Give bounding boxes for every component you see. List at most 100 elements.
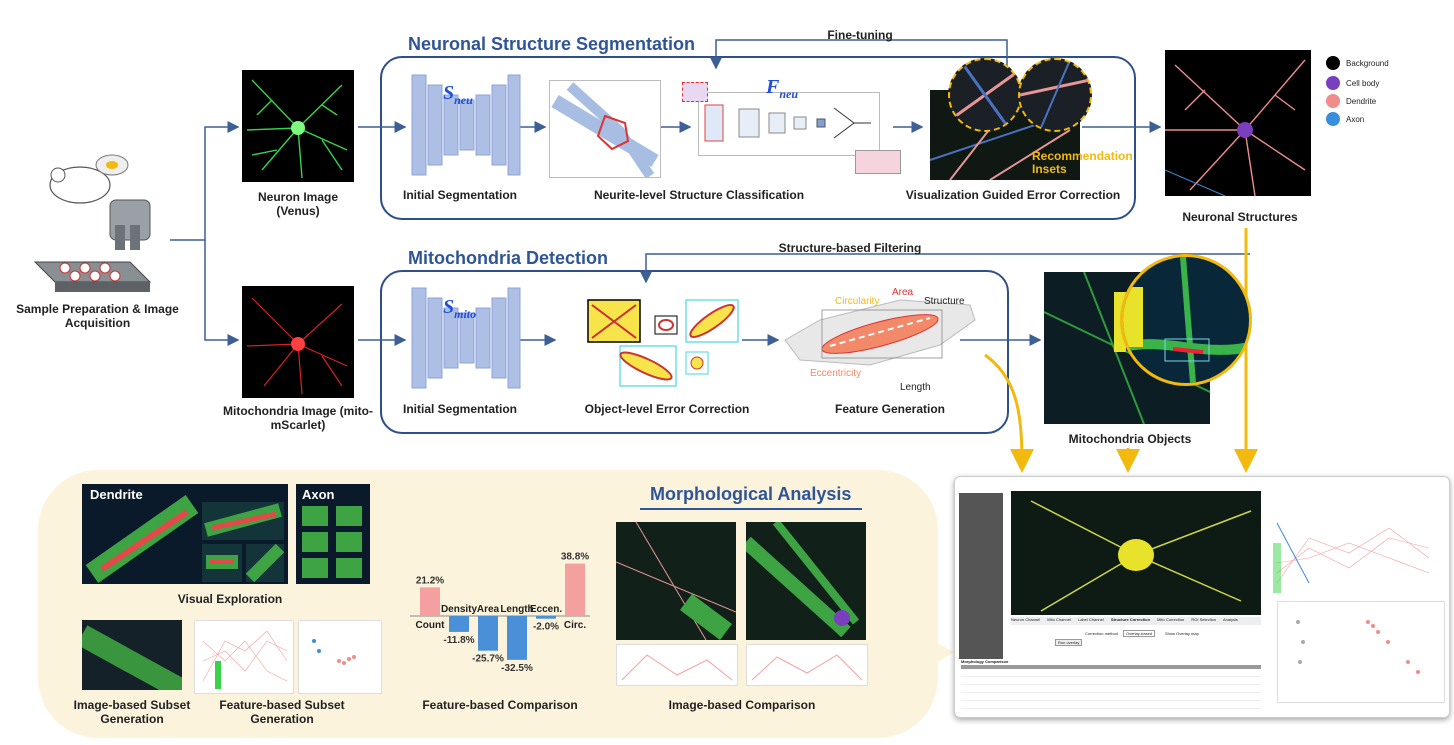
s-mito-sub: mito xyxy=(454,307,477,321)
bar-value-label: -2.0% xyxy=(533,622,559,633)
image-comparison-label: Image-based Comparison xyxy=(668,698,816,712)
correction-method-select[interactable]: Overlay-based xyxy=(1123,630,1156,637)
analysis-title-underline xyxy=(640,508,862,510)
interface-sidebar xyxy=(959,493,1003,659)
analysis-title: Morphological Analysis xyxy=(650,484,852,504)
axon-title: Axon xyxy=(302,487,335,502)
mito-image-label: Mitochondria Image (mito-mScarlet) xyxy=(223,404,373,432)
feature-subset-label: Feature-based Subset Generation xyxy=(219,698,345,726)
f-neu-symbol: Fneu xyxy=(766,76,798,102)
neurite-sample-top xyxy=(682,82,708,102)
interface-table xyxy=(961,665,1261,709)
bar-eccen xyxy=(536,616,556,619)
neurite-crop xyxy=(549,80,661,178)
mito-objects-label: Mitochondria Objects xyxy=(1068,432,1192,446)
bar-density xyxy=(449,616,469,632)
axon-panel xyxy=(296,484,370,584)
s-neu-letter: S xyxy=(443,82,455,104)
run-overlay-button[interactable]: Run overlay xyxy=(1055,639,1083,646)
bar-circ xyxy=(565,563,585,616)
inset-circle-left xyxy=(948,58,1022,132)
neuron-image-label: Neuron Image (Venus) xyxy=(257,190,338,218)
interface-parallel-coords xyxy=(1269,513,1445,595)
mito-image xyxy=(242,286,354,398)
bar-value-label: -32.5% xyxy=(501,663,533,674)
tab-mito-channel[interactable]: Mito Channel xyxy=(1047,617,1071,622)
feature-subset-thumb xyxy=(194,620,294,694)
legend-label-cell-body: Cell body xyxy=(1346,79,1380,88)
neuronal-structures-image xyxy=(1165,50,1311,196)
bar-category-label: Density xyxy=(441,604,478,615)
neuron-image xyxy=(242,70,354,182)
bar-length xyxy=(507,616,527,660)
image-subset-thumb xyxy=(82,620,182,690)
interface-tab-bar: Neuron Channel Mito Channel Label Channe… xyxy=(1011,617,1261,625)
bottom-step2-label: Object-level Error Correction xyxy=(584,402,750,416)
legend-label-axon: Axon xyxy=(1346,115,1365,124)
tab-mito-correction[interactable]: Mito Correction xyxy=(1157,617,1185,622)
feature-eccentricity: Eccentricity xyxy=(810,368,862,379)
s-neu-symbol: Sneu xyxy=(443,82,473,108)
feature-structure: Structure xyxy=(924,296,965,307)
tab-structure-correction[interactable]: Structure Correction xyxy=(1110,617,1151,622)
legend-label-background: Background xyxy=(1346,59,1389,68)
s-mito-letter: S xyxy=(443,296,455,318)
feature-comparison-label: Feature-based Comparison xyxy=(422,698,578,712)
structure-filtering-label: Structure-based Filtering xyxy=(778,241,922,255)
correction-method-label: Correction method xyxy=(1085,631,1118,636)
legend-label-dendrite: Dendrite xyxy=(1346,97,1377,106)
neurite-sample-bottom xyxy=(855,150,901,174)
top-step2-label: Neurite-level Structure Classification xyxy=(593,188,805,202)
feature-length: Length xyxy=(900,382,931,393)
correction-controls: Correction method Overlay-based Show Ove… xyxy=(1015,629,1255,655)
comparison-plot-right xyxy=(746,644,868,686)
bar-value-label: -25.7% xyxy=(472,654,504,665)
tab-roi-selection[interactable]: ROI Selection xyxy=(1191,617,1217,622)
bar-count xyxy=(420,587,440,616)
bar-value-label: 38.8% xyxy=(561,552,589,563)
bar-category-label: Area xyxy=(477,604,500,615)
comparison-image-left xyxy=(616,522,736,640)
scatter-thumb xyxy=(298,620,382,694)
top-step3-label: Visualization Guided Error Correction xyxy=(905,188,1121,202)
show-overlay-button[interactable]: Show Overlay map xyxy=(1165,631,1199,636)
interface-screenshot: Neuron Channel Mito Channel Label Channe… xyxy=(954,476,1450,718)
legend-swatch-dendrite xyxy=(1326,94,1340,108)
f-neu-sub: neu xyxy=(779,87,799,101)
neuronal-structures-label: Neuronal Structures xyxy=(1182,210,1298,224)
dendrite-panel xyxy=(82,484,288,584)
feature-circularity: Circularity xyxy=(835,296,880,307)
mito-inset-circle xyxy=(1120,254,1252,386)
bar-category-label: Length xyxy=(500,604,533,615)
inset-circle-right xyxy=(1018,58,1092,132)
sample-label: Sample Preparation & Image Acquisition xyxy=(16,302,179,330)
classifier-box xyxy=(698,92,880,156)
bar-area xyxy=(478,616,498,651)
dendrite-title: Dendrite xyxy=(90,487,143,502)
interface-bottom-title: Morphology Comparison xyxy=(961,659,1009,664)
s-mito-symbol: Smito xyxy=(443,296,476,322)
bar-category-label: Circ. xyxy=(564,620,586,631)
interface-main-image xyxy=(1011,491,1261,615)
interface-scatter xyxy=(1277,601,1445,703)
image-subset-label: Image-based Subset Generation xyxy=(73,698,191,726)
s-neu-sub: neu xyxy=(454,93,473,107)
tab-neuron-channel[interactable]: Neuron Channel xyxy=(1011,617,1041,622)
top-step1-label: Initial Segmentation xyxy=(402,188,517,202)
feature-area: Area xyxy=(892,287,914,298)
visual-exploration-label: Visual Exploration xyxy=(177,592,283,606)
bottom-step1-label: Initial Segmentation xyxy=(402,402,517,416)
tab-label-channel[interactable]: Label Channel xyxy=(1077,617,1104,622)
tab-analysis[interactable]: Analysis xyxy=(1222,617,1238,622)
bottom-step3-label: Feature Generation xyxy=(834,402,946,416)
legend-swatch-cell-body xyxy=(1326,76,1340,90)
recommendation-callout: Recommendation Insets xyxy=(1032,149,1133,176)
comparison-plot-left xyxy=(616,644,738,686)
fine-tuning-label: Fine-tuning xyxy=(827,28,893,42)
